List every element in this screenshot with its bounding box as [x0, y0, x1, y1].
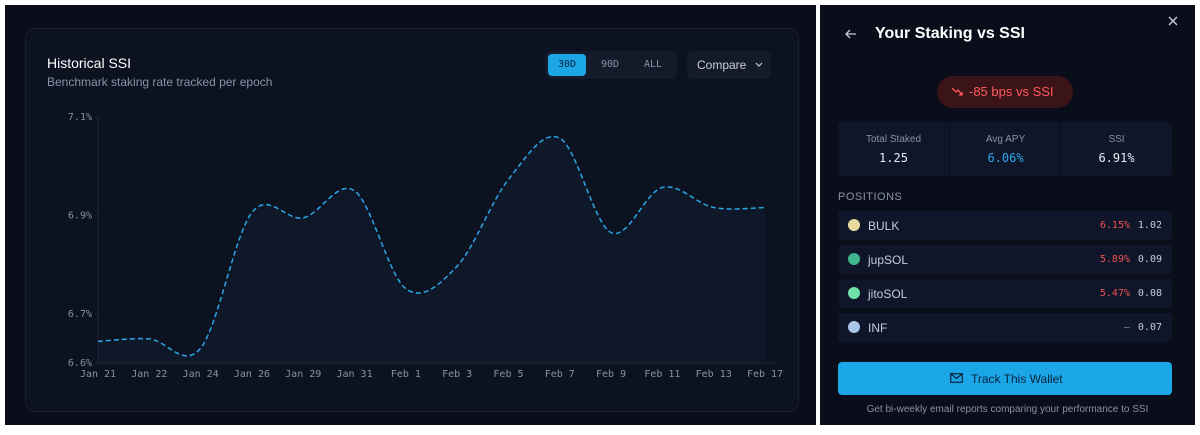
x-tick-label: Jan 24 — [183, 369, 219, 380]
stat-label: Total Staked — [865, 134, 922, 145]
token-name: jitoSOL — [868, 287, 908, 301]
x-tick-label: Feb 13 — [696, 369, 732, 380]
staking-panel: Your Staking vs SSI -85 bps vs SSI Total… — [820, 5, 1195, 425]
token-apy: 5.47% — [1099, 288, 1130, 299]
range-button[interactable]: 90D — [600, 59, 620, 70]
stat-label: Avg APY — [985, 134, 1026, 145]
area — [98, 136, 765, 363]
token-icon — [848, 219, 860, 231]
position-row: jitoSOL 5.47% 0.08 — [838, 279, 1172, 308]
token-amount: 0.09 — [1137, 254, 1162, 265]
chart-subtitle: Benchmark staking rate tracked per epoch — [47, 75, 273, 89]
delta-badge: -85 bps vs SSI — [937, 76, 1073, 108]
token-icon — [848, 321, 860, 333]
back-icon[interactable] — [845, 29, 857, 39]
stat-value: 1.25 — [879, 151, 908, 165]
x-tick-label: Feb 1 — [391, 369, 421, 380]
token-amount: 1.02 — [1137, 220, 1162, 231]
x-tick-label: Feb 5 — [493, 369, 523, 380]
token-apy: – — [1123, 322, 1130, 333]
token-name: INF — [868, 321, 888, 335]
series-line — [97, 135, 766, 357]
x-tick-label: Jan 26 — [234, 369, 270, 380]
line-chart: 7.1% 6.9% 6.7% 6.6%Jan 21 Jan 22 Jan 24 Jan 26… — [68, 112, 783, 380]
x-tick-label: Jan 31 — [336, 369, 372, 380]
stat-value: 6.06% — [987, 151, 1024, 165]
left-panel: Historical SSI Benchmark staking rate tr… — [5, 5, 816, 425]
token-apy: 5.89% — [1099, 254, 1130, 265]
position-row: BULK 6.15% 1.02 — [838, 211, 1172, 240]
stat-label: SSI — [1108, 134, 1125, 145]
close-icon[interactable] — [1168, 16, 1178, 26]
compare-label: Compare — [697, 58, 747, 72]
y-tick-label: 6.9% — [68, 210, 92, 221]
chevron-icon — [755, 62, 763, 67]
stat: Avg APY 6.06% — [949, 122, 1061, 176]
range-button[interactable]: 30D — [548, 54, 586, 76]
stat-value: 6.91% — [1098, 151, 1135, 165]
mail-icon — [950, 373, 963, 383]
token-icon — [848, 287, 860, 299]
range-selector: 30D 90D ALL — [545, 51, 677, 79]
x-tick-label: Jan 22 — [131, 369, 167, 380]
button-label: Track This Wallet — [971, 372, 1063, 386]
track-wallet-button[interactable]: Track This Wallet — [838, 362, 1172, 395]
y-tick-label: 6.6% — [68, 358, 92, 369]
position-row: INF –0.07 — [838, 313, 1172, 342]
range-button[interactable]: ALL — [643, 59, 663, 70]
x-tick-label: Feb 17 — [747, 369, 783, 380]
chart-title: Historical SSI — [47, 55, 132, 71]
token-apy: 6.15% — [1099, 220, 1130, 231]
stat: Total Staked 1.25 — [838, 122, 949, 176]
compare-dropdown[interactable]: Compare — [687, 51, 771, 79]
x-tick-label: Jan 29 — [285, 369, 321, 380]
panel-title: Your Staking vs SSI — [875, 25, 1025, 42]
x-tick-label: Feb 3 — [442, 369, 472, 380]
badge-text: -85 bps vs SSI — [969, 84, 1054, 99]
token-icon — [848, 253, 860, 265]
token-amount: 0.08 — [1137, 288, 1162, 299]
x-tick-label: Feb 9 — [596, 369, 626, 380]
footnote: Get bi-weekly email reports comparing yo… — [866, 404, 1149, 415]
position-row: jupSOL 5.89% 0.09 — [838, 245, 1172, 274]
token-name: jupSOL — [868, 253, 909, 267]
token-amount: 0.07 — [1137, 322, 1162, 333]
stats-box: Total Staked 1.25 Avg APY 6.06% SSI 6.91% — [838, 122, 1172, 176]
x-tick-label: Feb 11 — [644, 369, 680, 380]
stat: SSI 6.91% — [1060, 122, 1172, 176]
chart-card: Historical SSI Benchmark staking rate tr… — [25, 28, 799, 412]
x-tick-label: Feb 7 — [545, 369, 575, 380]
token-name: BULK — [868, 219, 900, 233]
trend-icon — [951, 87, 963, 96]
positions-heading: POSITIONS — [838, 191, 903, 203]
y-tick-label: 7.1% — [68, 112, 92, 123]
x-tick-label: Jan 21 — [80, 369, 116, 380]
y-tick-label: 6.7% — [68, 309, 92, 320]
